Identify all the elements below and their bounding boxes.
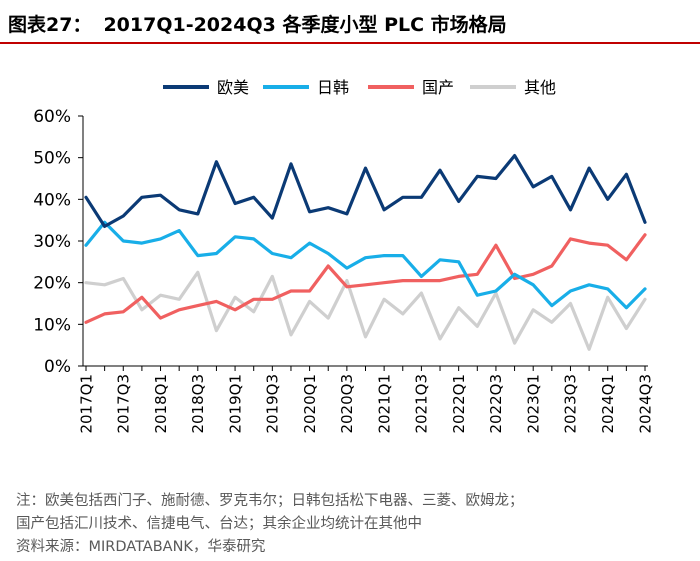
figure-title-text: 2017Q1-2024Q3 各季度小型 PLC 市场格局	[103, 14, 507, 36]
note-line-2: 国产包括汇川技术、信捷电气、台达；其余企业均统计在其他中	[16, 516, 422, 532]
legend-label: 其他	[524, 78, 556, 97]
x-tick-label: 2019Q3	[264, 374, 282, 434]
x-tick-label: 2018Q1	[152, 374, 170, 434]
x-tick-label: 2021Q3	[413, 374, 431, 434]
y-tick-label: 0%	[44, 357, 71, 377]
legend-label: 欧美	[217, 78, 249, 97]
x-tick-label: 2022Q3	[487, 374, 505, 434]
source-line: 资料来源：MIRDATABANK，华泰研究	[16, 539, 266, 555]
x-tick-label: 2022Q1	[450, 374, 468, 434]
y-tick-label: 20%	[33, 274, 71, 294]
y-tick-label: 40%	[33, 190, 71, 210]
x-tick-label: 2024Q1	[599, 374, 617, 434]
y-tick-label: 10%	[33, 315, 71, 335]
figure-title: 图表27： 2017Q1-2024Q3 各季度小型 PLC 市场格局	[8, 10, 692, 37]
title-divider	[0, 42, 700, 44]
x-tick-label: 2020Q1	[301, 374, 319, 434]
legend-label: 国产	[422, 78, 454, 97]
y-tick-label: 50%	[33, 149, 71, 169]
x-tick-label: 2019Q1	[226, 374, 244, 434]
x-tick-label: 2020Q3	[338, 374, 356, 434]
note-line-1: 注：欧美包括西门子、施耐德、罗克韦尔；日韩包括松下电器、三菱、欧姆龙；	[16, 493, 524, 509]
x-tick-label: 2018Q3	[189, 374, 207, 434]
y-tick-label: 60%	[33, 107, 71, 127]
notes-block: 注：欧美包括西门子、施耐德、罗克韦尔；日韩包括松下电器、三菱、欧姆龙； 国产包括…	[16, 490, 696, 559]
x-tick-label: 2023Q3	[562, 374, 580, 434]
legend-label: 日韩	[317, 78, 349, 97]
x-tick-label: 2017Q3	[115, 374, 133, 434]
series-line-3	[84, 233, 647, 324]
y-tick-label: 30%	[33, 232, 71, 252]
line-chart: 欧美 日韩 国产 其他 0% 10% 20% 30% 40% 50% 60% 2017Q1 2017Q3…	[33, 78, 654, 434]
x-tick-label: 2024Q3	[636, 374, 654, 434]
x-tick-label: 2021Q1	[375, 374, 393, 434]
x-tick-label: 2023Q1	[524, 374, 542, 434]
series-line-1	[84, 153, 647, 228]
series-line-2	[84, 220, 647, 310]
series-line-4	[84, 270, 647, 351]
x-tick-label: 2017Q1	[77, 374, 95, 434]
figure-number: 图表27：	[8, 14, 92, 36]
